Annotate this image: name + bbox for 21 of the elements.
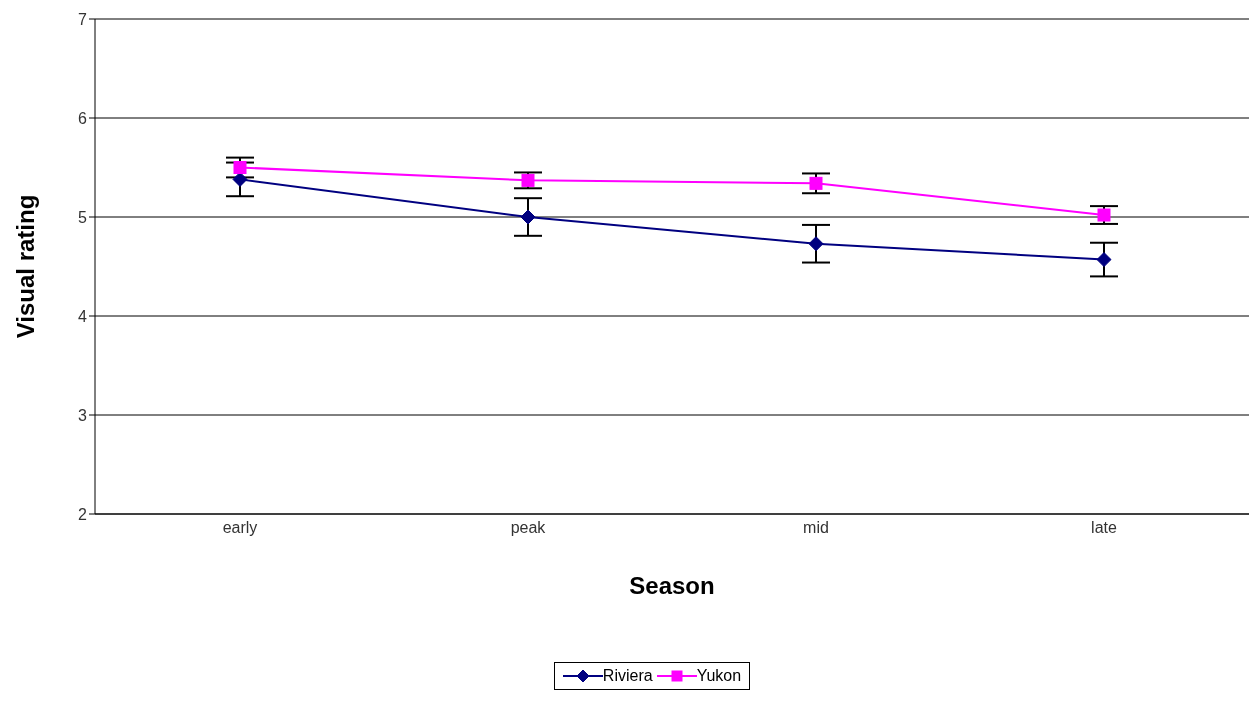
x-axis-title: Season (629, 572, 715, 599)
legend-label: Riviera (602, 667, 653, 685)
x-tick-label: mid (803, 519, 829, 537)
point (808, 236, 824, 252)
y-axis-title: Visual rating (11, 194, 39, 339)
y-tick-label: 3 (78, 406, 88, 424)
x-tick-label: early (222, 519, 258, 537)
legend-label: Yukon (696, 667, 742, 685)
y-tick-label: 7 (78, 10, 88, 28)
y-tick-label: 6 (78, 109, 88, 127)
y-tick-label: 2 (78, 505, 88, 523)
x-tick-label: peak (510, 519, 547, 537)
y-tick-label: 5 (78, 208, 88, 226)
x-tick-label: late (1091, 519, 1117, 537)
point (1097, 208, 1111, 222)
point (520, 209, 536, 225)
point (1096, 252, 1112, 268)
point (521, 173, 535, 187)
point (809, 176, 823, 190)
y-tick-label: 4 (78, 307, 88, 325)
point (233, 161, 247, 174)
